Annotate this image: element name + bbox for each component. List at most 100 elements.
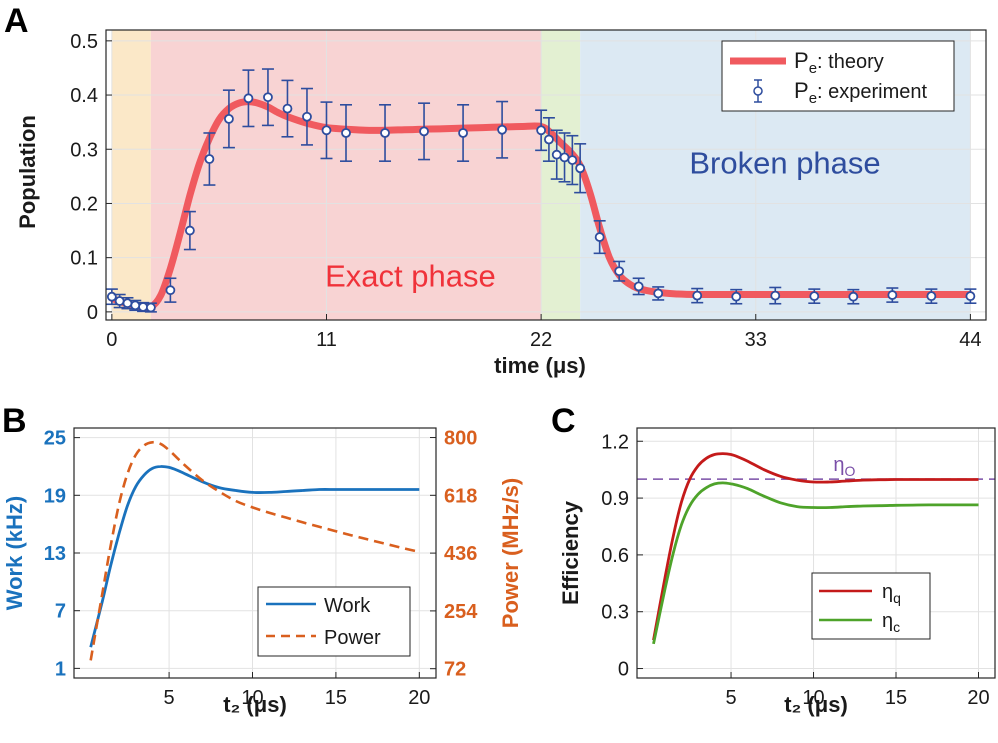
experiment-marker [575,163,586,174]
eta-o-label: ηO [833,454,855,479]
legend-eta-c: ηc [882,610,900,635]
x-tick-label-3: 20 [408,687,430,709]
experiment-marker [692,290,703,301]
phase-region-2 [541,30,581,320]
panel-label-a: A [4,2,29,40]
series-experiment [105,68,977,313]
series-b [89,440,420,661]
x-tick-label-1: 10 [802,687,824,709]
broken-phase-label: Broken phase [689,146,880,181]
y-tick-label-2: 0.2 [70,193,98,215]
y-ticks-b: 1 7 13 19 25 [44,428,80,680]
legend-box-a [721,40,955,112]
experiment-marker [567,155,578,165]
eta-c-line [652,481,979,645]
x-tick-label-2: 22 [530,329,552,351]
experiment-point-26 [593,220,606,255]
x-ticks-c: 5 10 15 20 [725,672,990,709]
y-axis-label-a: Population [15,115,40,229]
y-tick-label-3: 0.3 [70,139,98,161]
experiment-marker [536,125,547,136]
y2-tick-label-0: 72 [444,659,466,681]
x-tick-label-0: 5 [725,687,736,709]
experiment-marker [614,266,625,277]
experiment-marker [138,302,148,312]
grid-c [637,428,995,678]
experiment-point-6 [164,277,177,303]
x-tick-label-3: 33 [745,329,767,351]
y-tick-label-0: 0 [87,302,98,324]
y2-tick-label-2: 436 [444,543,477,565]
y-tick-label-4: 1.2 [601,431,629,453]
x-tick-label-4: 44 [959,329,981,351]
series-c [637,452,995,645]
y-tick-label-3: 19 [44,485,66,507]
experiment-marker [926,291,937,302]
experiment-marker [243,93,254,104]
y2-tick-label-1: 254 [444,601,478,623]
legend-a: Pe: theory Pe: experiment [721,40,955,112]
experiment-point-37 [964,288,977,304]
eta-q-line [652,452,979,641]
legend-c: ηq ηc [811,572,931,640]
legend-work: Work [324,595,371,617]
x-tick-label-0: 0 [106,329,117,351]
exact-phase-label: Exact phase [325,258,496,293]
y-tick-label-4: 0.4 [70,85,98,107]
experiment-marker [263,92,273,103]
legend-box-b [257,586,411,657]
y-tick-label-4: 25 [44,428,66,450]
panel-label-b: B [2,402,27,440]
phase-region-0 [111,30,151,320]
experiment-point-34 [847,288,860,305]
experiment-marker [809,291,820,302]
y-tick-label-1: 7 [55,601,66,623]
experiment-point-35 [886,287,899,303]
experiment-marker [145,302,156,313]
x-axis-label-b: t₂ (μs) [223,692,287,717]
experiment-marker [653,288,664,299]
experiment-marker [185,225,195,236]
experiment-marker [458,128,468,138]
experiment-point-7 [183,210,196,251]
experiment-point-18 [457,104,470,162]
experiment-point-20 [535,109,548,152]
experiment-point-11 [261,68,274,127]
experiment-marker [887,290,898,300]
experiment-point-22 [550,129,563,180]
experiment-marker [224,113,234,124]
y-axis-label-power: Power (MHz/s) [498,478,523,628]
phase-region-1 [150,30,542,320]
plot-frame-c [636,427,996,679]
experiment-marker [341,128,351,138]
x-axis-label-a: time (μs) [494,353,586,378]
experiment-point-21 [542,117,555,162]
experiment-marker [380,128,390,138]
experiment-marker [302,111,312,122]
y-axis-label-work: Work (kHz) [2,496,27,611]
experiment-point-19 [496,100,509,159]
y-tick-label-5: 0.5 [70,31,98,53]
y-tick-label-2: 13 [44,543,66,565]
x-axis-label-c: t₂ (μs) [784,692,848,717]
experiment-point-27 [613,260,626,282]
experiment-marker [770,290,781,301]
chart-c: 5 10 15 20 0 0.3 0.6 0.9 1.2 t₂ (μs) Efficiency… [558,427,996,717]
y-ticks-a: 0 0.1 0.2 0.3 0.4 0.5 [70,31,112,324]
legend-marker-experiment [753,86,763,96]
x-tick-label-2: 15 [885,687,907,709]
experiment-marker [633,281,644,292]
experiment-point-24 [566,134,579,186]
experiment-point-31 [730,288,743,305]
experiment-marker [497,124,507,135]
chart-a: Exact phase Broken phase 0 11 22 33 44 00.10… [15,29,987,378]
experiment-point-14 [320,101,333,160]
legend-theory: Pe: theory [794,48,884,77]
experiment-marker [419,126,429,137]
experiment-marker [551,149,562,160]
experiment-marker [165,285,176,296]
experiment-marker [848,291,859,302]
experiment-point-0 [105,288,118,306]
